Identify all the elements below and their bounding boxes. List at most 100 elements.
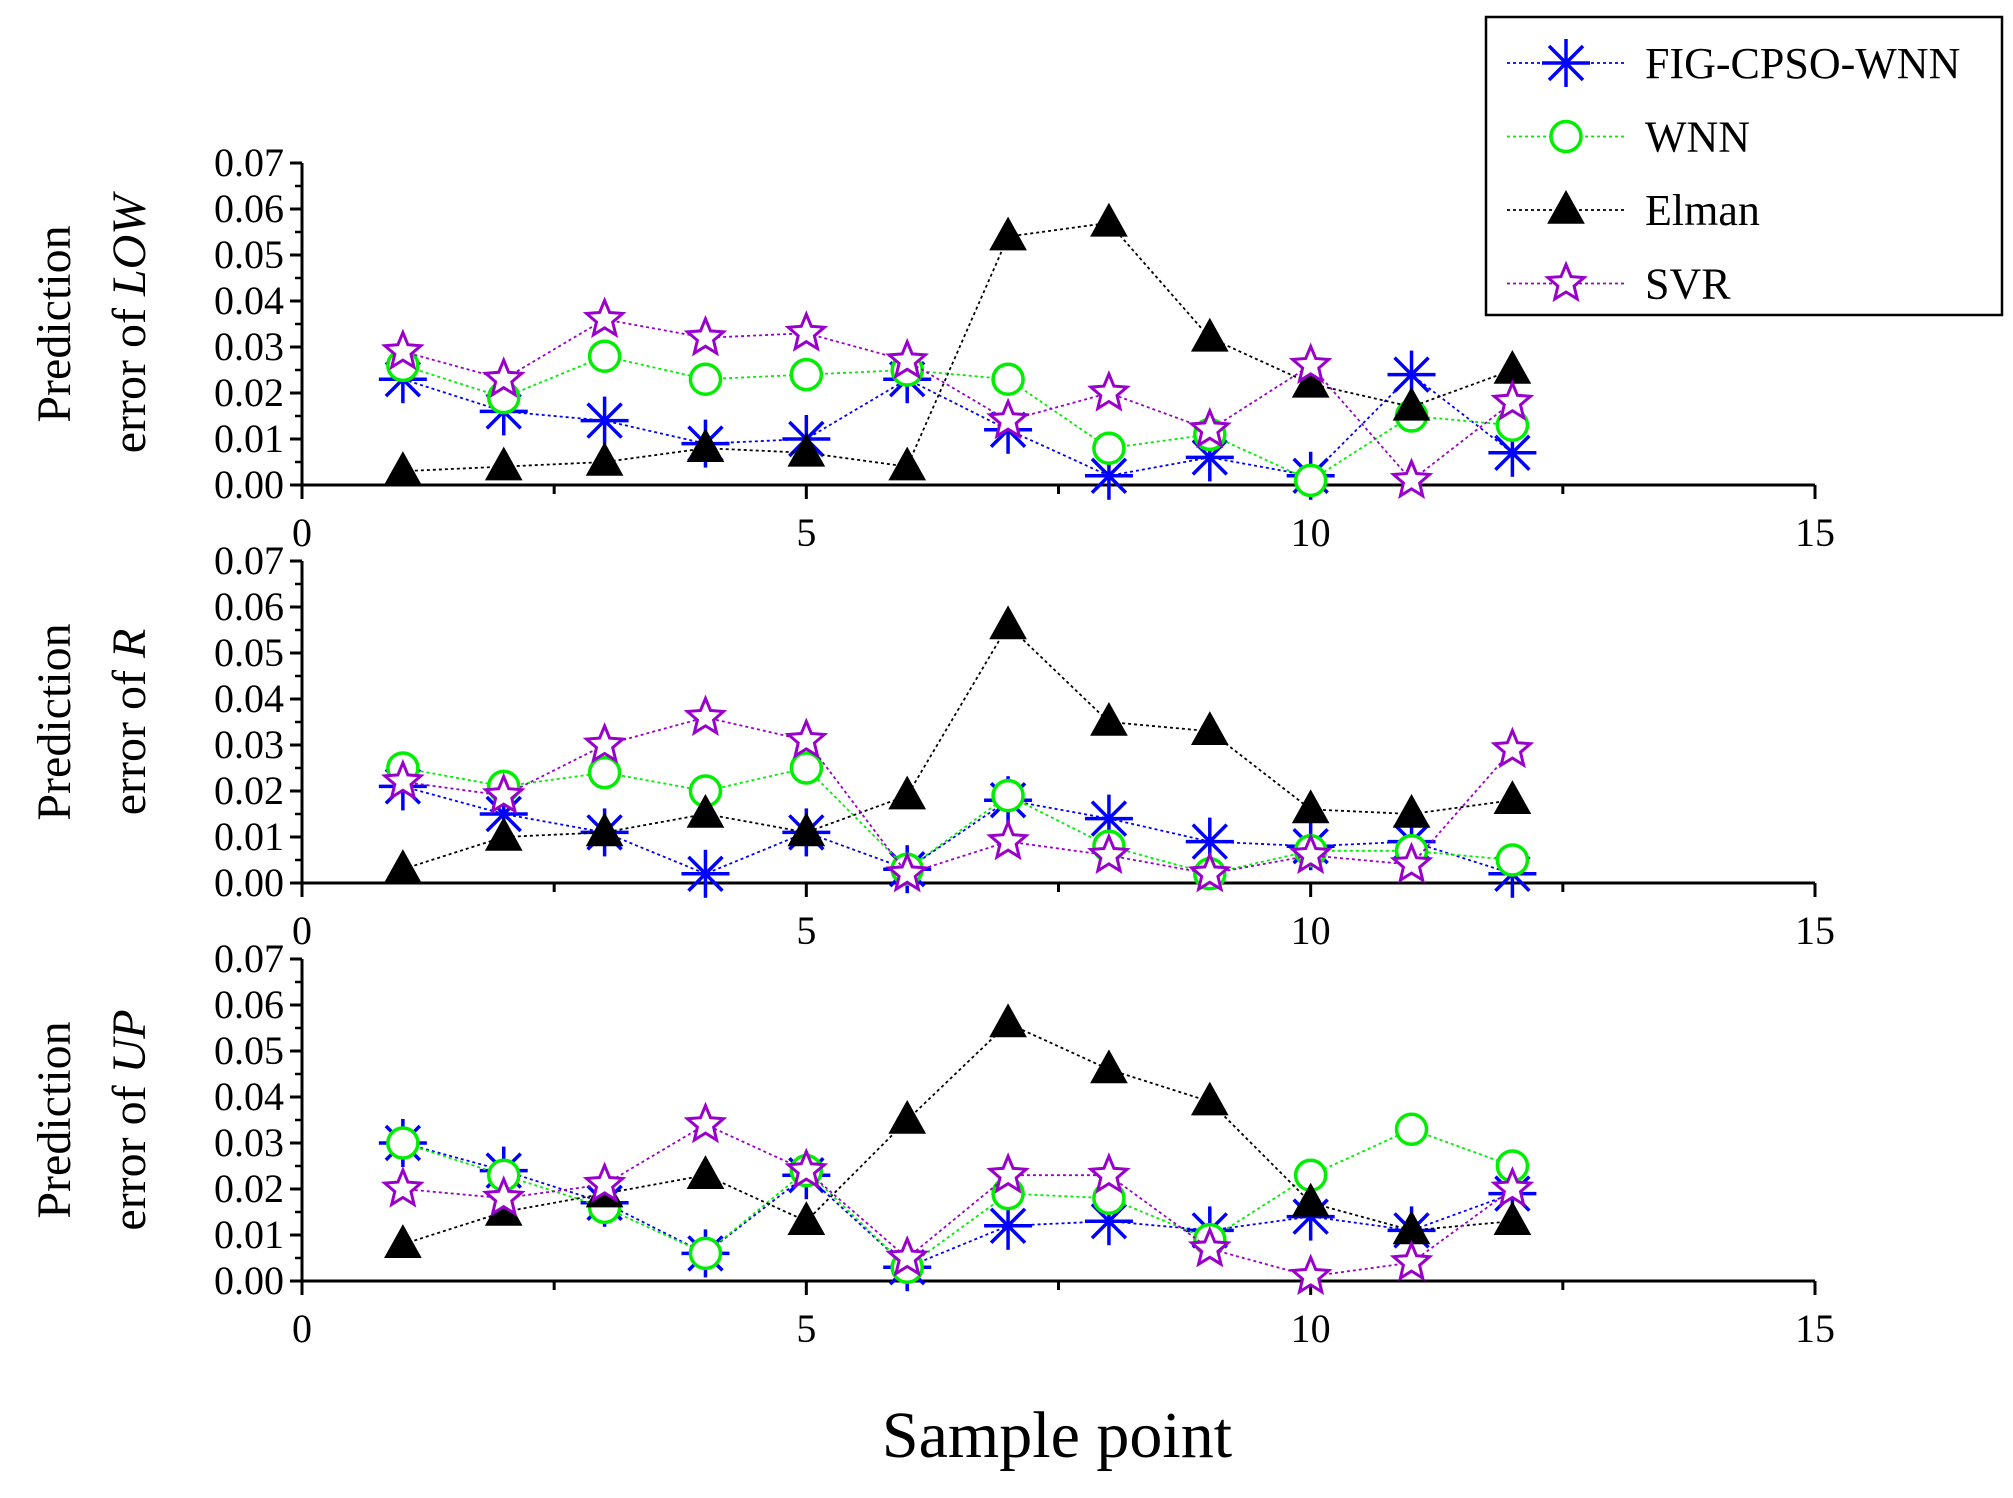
data-point — [1394, 1112, 1429, 1146]
data-point — [484, 816, 523, 851]
y-tick-label: 0.06 — [214, 982, 284, 1027]
data-point — [1389, 457, 1434, 499]
data-point — [484, 446, 523, 481]
series-line — [402, 221, 1513, 473]
data-point — [582, 1161, 627, 1203]
y-tick-label: 0.05 — [214, 1028, 284, 1073]
data-point — [1392, 386, 1431, 421]
series-elman — [384, 202, 1532, 485]
data-point — [1187, 406, 1232, 449]
data-point — [1090, 701, 1128, 736]
data-point — [384, 849, 422, 883]
data-point — [1392, 793, 1431, 828]
data-point — [885, 337, 930, 380]
data-point — [585, 812, 624, 847]
data-point — [1293, 463, 1328, 498]
data-point — [384, 1224, 422, 1258]
data-point — [381, 328, 425, 371]
legend-item-wnn: WNN — [1507, 113, 1750, 162]
legend-marker — [1549, 119, 1583, 154]
x-tick-label: 10 — [1291, 908, 1331, 953]
data-point — [1389, 1239, 1434, 1282]
series-svr — [381, 1101, 1535, 1295]
data-point — [1493, 780, 1532, 814]
data-point — [991, 778, 1025, 813]
data-point — [984, 1201, 1033, 1250]
data-point — [481, 356, 526, 398]
panel-2: 0.000.010.020.030.040.050.060.07 0 5 10 15 Pr… — [28, 538, 1835, 953]
data-point — [1190, 711, 1229, 745]
data-point — [1084, 794, 1133, 843]
data-point — [888, 446, 927, 481]
data-point — [991, 362, 1025, 396]
legend-label: FIG-CPSO-WNN — [1645, 39, 1960, 88]
y-tick-label: 0.03 — [214, 722, 284, 767]
data-point — [386, 1126, 420, 1160]
panel-1: 0.000.010.020.030.040.050.060.07 0 5 10 15 Pr… — [28, 140, 1835, 555]
series-line — [402, 785, 1513, 875]
data-point — [986, 1152, 1030, 1194]
data-point — [688, 1236, 723, 1271]
y-tick-label: 0.00 — [214, 860, 284, 905]
legend-item-fig-cpso-wnn: FIG-CPSO-WNN — [1507, 39, 1960, 88]
y-tick-label: 0.05 — [214, 232, 284, 277]
y-tick-label: 0.00 — [214, 1258, 284, 1303]
x-tick-label: 0 — [292, 510, 312, 555]
data-point — [481, 772, 526, 815]
x-tick-label: 0 — [292, 908, 312, 953]
data-point — [885, 850, 930, 893]
x-tick-label: 0 — [292, 1306, 312, 1351]
y-tick-label: 0.07 — [214, 140, 284, 185]
data-point — [481, 1175, 526, 1217]
y-tick-label: 0.03 — [214, 324, 284, 369]
data-point — [1087, 832, 1131, 874]
data-point — [686, 1155, 725, 1189]
data-point — [888, 775, 927, 810]
series-wnn — [386, 751, 1530, 891]
data-point — [686, 428, 725, 462]
data-point — [1187, 850, 1232, 893]
data-point — [683, 1101, 728, 1144]
panel-3: 0.000.010.020.030.040.050.060.07 0 5 10 15 Pr… — [28, 936, 1835, 1351]
x-tick-label: 15 — [1795, 908, 1835, 953]
y-axis-title-line1: Prediction — [28, 623, 81, 820]
data-point — [784, 1147, 829, 1190]
data-point — [582, 722, 627, 764]
data-point — [784, 717, 829, 759]
y-tick-label: 0.04 — [214, 1074, 284, 1119]
data-point — [787, 432, 826, 467]
legend-marker — [1547, 189, 1585, 224]
y-axis-title-line2: error of UP — [103, 1009, 156, 1230]
data-point — [1190, 1081, 1229, 1116]
data-point — [686, 793, 725, 828]
legend: FIG-CPSO-WNN WNN Elman SVR — [1484, 15, 2004, 317]
x-tick-label: 5 — [796, 510, 816, 555]
series-line — [402, 1022, 1513, 1246]
data-point — [1288, 342, 1333, 384]
data-point — [1493, 1201, 1532, 1235]
data-point — [1087, 1152, 1131, 1194]
x-tick-label: 5 — [796, 1306, 816, 1351]
data-point — [986, 397, 1030, 440]
series-line — [402, 1123, 1513, 1278]
x-axis-title: Sample point — [882, 1399, 1232, 1472]
y-tick-label: 0.00 — [214, 462, 284, 507]
data-point — [479, 790, 528, 838]
y-tick-label: 0.05 — [214, 630, 284, 675]
series-elman — [384, 1003, 1532, 1258]
data-point — [1185, 817, 1234, 866]
y-axis-title-line2: error of R — [103, 629, 156, 816]
data-point — [384, 451, 422, 485]
data-point — [580, 396, 629, 445]
data-point — [888, 1099, 927, 1134]
data-point — [1291, 1182, 1330, 1217]
series-line — [402, 716, 1514, 875]
y-tick-label: 0.01 — [214, 1212, 284, 1257]
data-point — [1389, 841, 1434, 884]
x-tick-label: 10 — [1291, 1306, 1331, 1351]
data-point — [1493, 349, 1532, 384]
data-point — [688, 362, 723, 396]
series-line — [402, 318, 1513, 482]
data-point — [381, 1166, 425, 1208]
series-fig-cpso-wnn — [378, 762, 1537, 898]
